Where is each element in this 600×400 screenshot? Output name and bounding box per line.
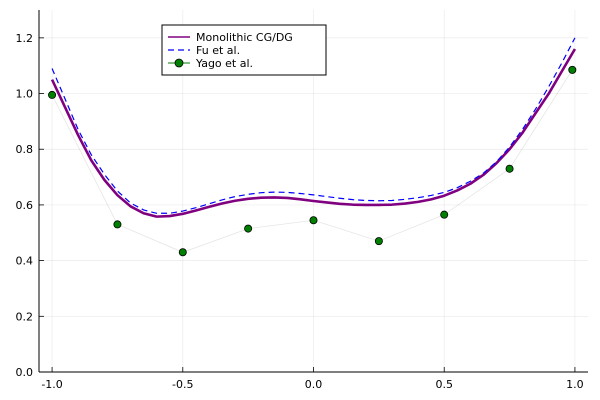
y-tick-label: 0.2 bbox=[16, 310, 34, 323]
series-point-yago bbox=[505, 164, 514, 173]
series bbox=[48, 37, 577, 257]
x-tick-label: 0.5 bbox=[435, 378, 453, 391]
x-tick-label: 1.0 bbox=[566, 378, 584, 391]
y-tick-label: 1.2 bbox=[16, 32, 34, 45]
y-tick-label: 0.6 bbox=[16, 199, 34, 212]
legend-swatch-yago-marker bbox=[174, 58, 184, 68]
x-ticks: -1.0 -0.5 0.0 0.5 1.0 bbox=[41, 367, 584, 391]
legend-label-fu: Fu et al. bbox=[196, 44, 240, 57]
y-tick-label: 0.4 bbox=[16, 255, 34, 268]
y-tick-label: 0.0 bbox=[16, 366, 34, 379]
series-point-yago bbox=[113, 220, 122, 229]
y-tick-label: 0.8 bbox=[16, 143, 34, 156]
x-tick-label: -1.0 bbox=[41, 378, 62, 391]
series-point-yago bbox=[309, 216, 318, 225]
series-point-yago bbox=[48, 90, 57, 99]
series-point-yago bbox=[178, 248, 187, 257]
series-line-yago bbox=[51, 69, 573, 253]
y-tick-label: 1.0 bbox=[16, 88, 34, 101]
legend: Monolithic CG/DG Fu et al. Yago et al. bbox=[161, 24, 327, 76]
x-tick-label: -0.5 bbox=[172, 378, 193, 391]
series-point-yago bbox=[244, 224, 253, 233]
series-point-yago bbox=[568, 65, 577, 74]
series-point-yago bbox=[440, 210, 449, 219]
legend-label-monolithic: Monolithic CG/DG bbox=[196, 31, 293, 44]
legend-label-yago: Yago et al. bbox=[195, 57, 253, 70]
series-line-fu bbox=[51, 37, 576, 214]
y-ticks: 0.0 0.2 0.4 0.6 0.8 1.0 1.2 bbox=[16, 32, 44, 379]
series-line-monolithic bbox=[50, 48, 577, 218]
series-point-yago bbox=[374, 237, 383, 246]
x-tick-label: 0.0 bbox=[305, 378, 323, 391]
